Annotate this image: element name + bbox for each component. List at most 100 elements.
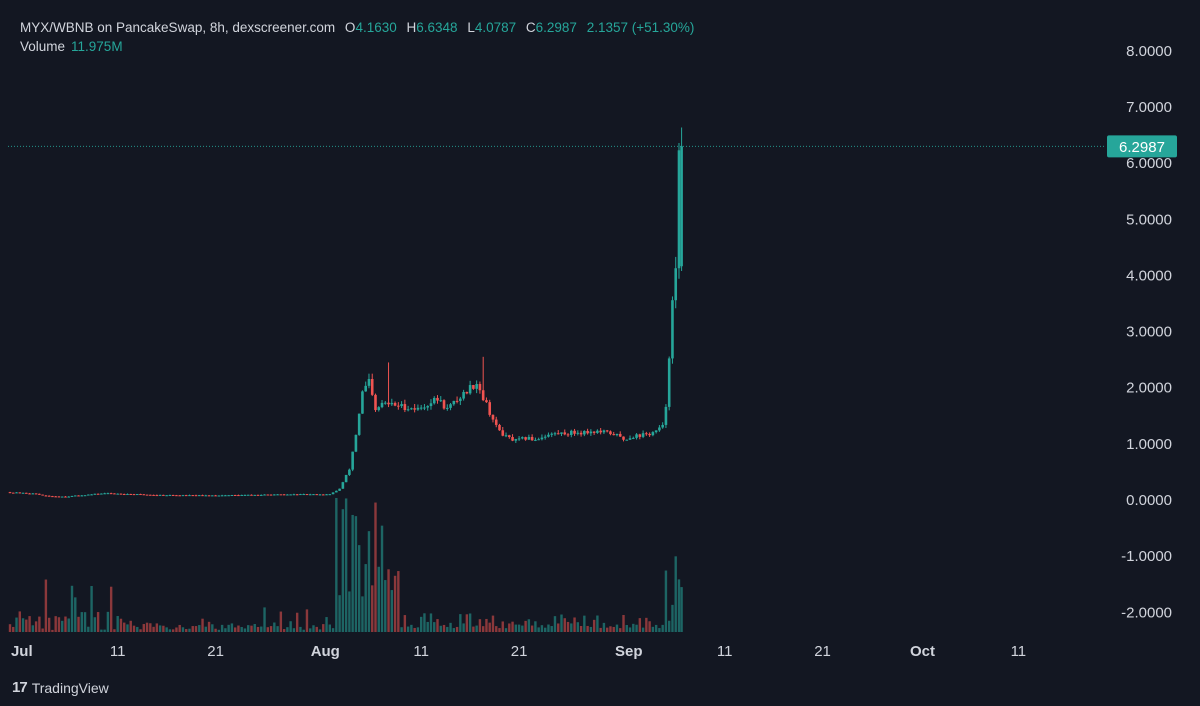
open-value: 4.1630	[355, 20, 397, 35]
volume-bar	[524, 620, 527, 632]
candle	[142, 494, 146, 496]
volume-bar	[240, 627, 243, 632]
candle	[622, 436, 625, 442]
candle	[188, 494, 191, 497]
candle	[197, 494, 201, 497]
candle	[87, 494, 90, 496]
candle	[547, 432, 550, 438]
volume-bar	[214, 628, 217, 632]
candle	[109, 492, 113, 495]
volume-bar	[648, 621, 651, 632]
candle	[119, 493, 123, 495]
volume-bar	[400, 627, 403, 632]
candle	[103, 492, 106, 495]
volume-bar	[583, 615, 586, 632]
volume-bar	[83, 612, 87, 632]
candle	[609, 430, 612, 436]
candle	[165, 495, 168, 497]
candle	[413, 404, 416, 413]
volume-bar	[612, 626, 615, 632]
volume-legend: Volume 11.975M	[20, 39, 123, 54]
volume-bar	[367, 531, 371, 632]
volume-bar	[481, 626, 485, 632]
candle	[243, 494, 247, 496]
volume-bar	[576, 622, 580, 632]
candle	[397, 402, 400, 410]
x-tick-label: 11	[717, 643, 733, 660]
candle	[364, 381, 368, 392]
volume-bar	[282, 629, 286, 632]
volume-bar	[312, 625, 315, 632]
volume-bar	[654, 624, 658, 632]
candle	[289, 494, 292, 496]
candle	[569, 429, 573, 438]
volume-bar	[602, 622, 606, 632]
candle	[605, 429, 609, 433]
symbol-legend: MYX/WBNB on PancakeSwap, 8h, dexscreener…	[20, 20, 694, 35]
volume-bar	[351, 514, 354, 632]
candle	[70, 495, 74, 497]
candle	[596, 429, 599, 434]
volume-bar	[188, 628, 191, 632]
candle	[445, 404, 449, 411]
x-tick-label: 21	[511, 643, 528, 660]
volume-bar	[390, 590, 394, 632]
candle	[217, 495, 221, 497]
candle	[129, 493, 133, 495]
volume-bar	[315, 626, 318, 632]
candle	[671, 296, 674, 364]
candle	[540, 434, 544, 441]
volume-bar	[517, 624, 521, 632]
x-tick-label: 21	[814, 643, 831, 660]
volume-bar	[452, 628, 456, 632]
high-label: H	[406, 20, 417, 35]
candle	[628, 435, 632, 440]
candle	[481, 356, 485, 402]
volume-bar	[44, 579, 48, 632]
volume-bar	[589, 626, 593, 632]
volume-bar	[570, 623, 573, 632]
candle	[279, 494, 283, 496]
candle	[459, 396, 462, 406]
y-tick-label: 3.0000	[1126, 324, 1172, 341]
volume-bar	[171, 629, 175, 632]
volume-bar	[488, 622, 491, 632]
tradingview-footer[interactable]: 17 TradingView	[12, 679, 109, 696]
volume-bar	[15, 617, 18, 632]
candle	[674, 256, 678, 309]
candle	[517, 436, 521, 441]
candle	[534, 437, 537, 442]
volume-bar	[680, 587, 683, 632]
candle	[560, 432, 563, 437]
volume-bar	[478, 619, 482, 632]
x-tick-label: 11	[413, 643, 429, 660]
volume-bar	[211, 624, 214, 632]
volume-bar	[439, 625, 442, 632]
candle	[530, 434, 534, 441]
candle	[514, 438, 518, 443]
candle	[266, 494, 270, 496]
volume-bar	[605, 627, 609, 632]
volume-bar	[74, 597, 77, 632]
candle	[543, 434, 547, 440]
volume-bar	[632, 623, 635, 632]
candle	[475, 380, 478, 394]
candle	[230, 494, 234, 497]
volume-bar	[243, 628, 247, 632]
x-tick-label: Oct	[910, 643, 935, 660]
candle	[351, 451, 354, 472]
volume-bar	[80, 612, 83, 632]
candle	[576, 430, 580, 436]
candle	[583, 430, 586, 437]
candle	[468, 380, 472, 395]
volume-bar	[12, 626, 15, 632]
volume-bar	[579, 625, 583, 632]
candle	[488, 399, 492, 417]
candle	[220, 494, 224, 497]
volume-bar	[560, 614, 563, 632]
candle	[631, 436, 635, 440]
volume-bar	[465, 614, 469, 632]
candle	[276, 494, 279, 496]
volume-bar	[168, 629, 172, 632]
